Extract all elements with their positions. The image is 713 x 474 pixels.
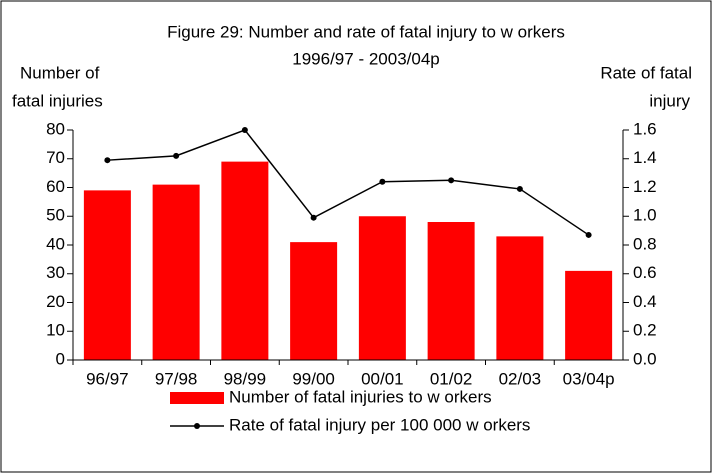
bar (83, 190, 131, 360)
y2-tick-label: 0.8 (633, 234, 657, 253)
y2-tick-label: 1.2 (633, 177, 657, 196)
x-tick-label: 98/99 (224, 369, 267, 388)
line-marker (310, 214, 317, 221)
y2-tick-label: 1.6 (633, 119, 657, 138)
y2-tick-label: 0.4 (633, 292, 657, 311)
line-marker (585, 231, 592, 238)
line-marker (241, 127, 248, 133)
x-tick-label: 96/97 (86, 369, 129, 388)
y-tick-label: 30 (46, 263, 65, 282)
y-axis-label: Number of (20, 63, 100, 82)
y2-tick-label: 1.0 (633, 206, 657, 225)
y2-tick-label: 1.4 (633, 148, 657, 167)
legend-swatch (194, 423, 200, 429)
chart-subtitle: 1996/97 - 2003/04p (292, 49, 439, 68)
bar (496, 236, 544, 360)
line-marker (173, 152, 180, 159)
chart-title: Figure 29: Number and rate of fatal inju… (167, 22, 565, 41)
y-tick-label: 40 (46, 234, 65, 253)
line-marker (516, 185, 523, 192)
x-tick-label: 99/00 (292, 369, 335, 388)
line (107, 129, 590, 236)
y2-tick-label: 0.0 (633, 349, 657, 368)
legend-label: Number of fatal injuries to w orkers (229, 387, 492, 406)
legend-swatch (170, 392, 224, 404)
y2-tick-label: 0.2 (633, 321, 657, 340)
x-tick-label: 97/98 (155, 369, 198, 388)
line-marker (379, 178, 386, 185)
line-marker (448, 177, 455, 184)
x-tick-label: 00/01 (361, 369, 404, 388)
x-tick-label: 02/03 (499, 369, 542, 388)
y2-tick-label: 0.6 (633, 263, 657, 282)
y2-axis-label: Rate of fatal (600, 63, 692, 82)
bar (152, 184, 200, 360)
bar (427, 222, 475, 360)
line-marker (104, 157, 111, 164)
x-tick-label: 03/04p (563, 369, 615, 388)
y-tick-label: 20 (46, 292, 65, 311)
y-tick-label: 0 (56, 349, 65, 368)
y-tick-label: 50 (46, 206, 65, 225)
bar (565, 270, 613, 360)
bar (290, 242, 338, 360)
bar (221, 161, 269, 360)
legend-label: Rate of fatal injury per 100 000 w orker… (229, 415, 530, 434)
x-tick-label: 01/02 (430, 369, 473, 388)
y-tick-label: 10 (46, 321, 65, 340)
y-tick-label: 80 (46, 119, 65, 138)
y-axis-label: fatal injuries (12, 91, 103, 110)
bar (358, 216, 406, 360)
y-tick-label: 60 (46, 177, 65, 196)
y2-axis-label: injury (649, 91, 690, 110)
y-tick-label: 70 (46, 148, 65, 167)
